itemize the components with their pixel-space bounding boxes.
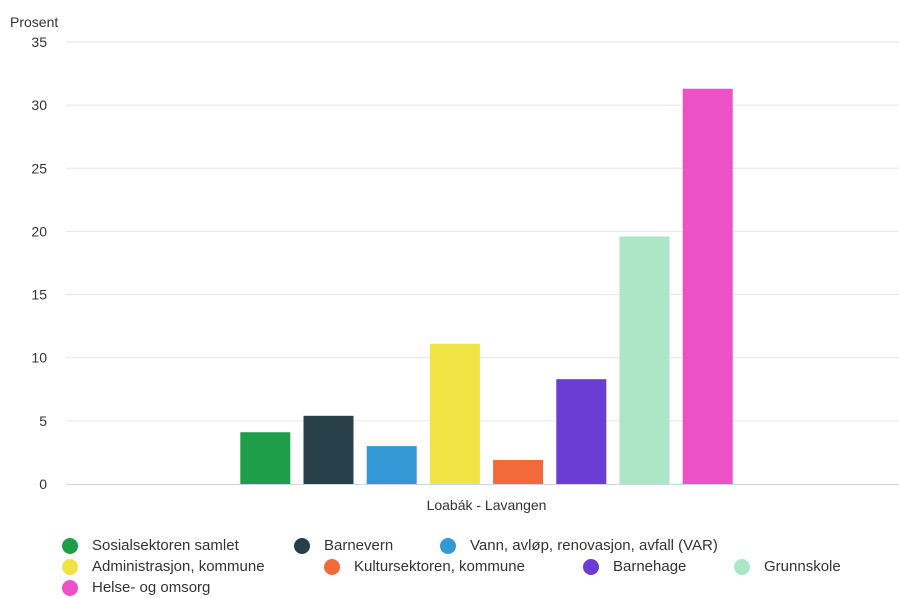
legend-dot-icon (324, 558, 340, 575)
legend-dot-icon (62, 558, 78, 575)
legend-item-barnevern[interactable]: Barnevern (294, 535, 393, 556)
bar-4[interactable] (429, 343, 480, 484)
bar-2[interactable] (303, 415, 354, 484)
bar-3[interactable] (366, 446, 417, 484)
y-tick-label: 15 (31, 287, 47, 303)
legend-dot-icon (440, 537, 456, 554)
y-tick-label: 5 (39, 413, 47, 429)
legend-label: Barnehage (613, 558, 687, 575)
legend-label: Sosialsektoren samlet (92, 537, 239, 554)
legend-dot-icon (62, 537, 78, 554)
legend-label: Helse- og omsorg (92, 579, 211, 596)
legend-dot-icon (583, 558, 599, 575)
legend-row: Administrasjon, kommune Kultursektoren, … (62, 556, 892, 577)
bar-5[interactable] (493, 460, 544, 484)
legend-item-var[interactable]: Vann, avløp, renovasjon, avfall (VAR) (440, 535, 718, 556)
legend-dot-icon (62, 579, 78, 596)
y-axis-ticks: 0 5 10 15 20 25 30 35 (31, 34, 47, 492)
legend-item-administrasjon[interactable]: Administrasjon, kommune (62, 556, 265, 577)
legend-label: Barnevern (324, 537, 394, 554)
bar-1[interactable] (240, 432, 291, 484)
legend-label: Administrasjon, kommune (92, 558, 265, 575)
legend-item-grunnskole[interactable]: Grunnskole (734, 556, 841, 577)
legend-item-helse-omsorg[interactable]: Helse- og omsorg (62, 577, 210, 598)
legend-label: Kultursektoren, kommune (354, 558, 525, 575)
y-tick-label: 35 (31, 34, 47, 50)
x-category-label: Loabák - Lavangen (427, 497, 547, 513)
y-tick-label: 30 (31, 97, 47, 113)
y-tick-label: 25 (31, 160, 47, 176)
legend-row: Sosialsektoren samlet Barnevern Vann, av… (62, 535, 892, 556)
y-tick-label: 10 (31, 350, 47, 366)
legend-dot-icon (294, 537, 310, 554)
y-axis-title: Prosent (10, 14, 58, 30)
bar-6[interactable] (556, 379, 607, 484)
bar-7[interactable] (619, 236, 670, 484)
bar-chart: Prosent 0 5 10 15 20 25 30 35 Loabák - Lavangen (10, 14, 899, 513)
bars (240, 88, 733, 485)
legend-item-kultursektoren[interactable]: Kultursektoren, kommune (324, 556, 525, 577)
legend-item-barnehage[interactable]: Barnehage (583, 556, 686, 577)
y-tick-label: 0 (39, 476, 47, 492)
gridlines (66, 41, 899, 422)
legend: Sosialsektoren samlet Barnevern Vann, av… (62, 535, 892, 598)
legend-dot-icon (734, 558, 750, 575)
legend-label: Grunnskole (764, 558, 841, 575)
bar-8[interactable] (682, 88, 733, 485)
y-tick-label: 20 (31, 223, 47, 239)
legend-label: Vann, avløp, renovasjon, avfall (VAR) (470, 537, 718, 554)
legend-row: Helse- og omsorg (62, 577, 892, 598)
legend-item-sosialsektoren[interactable]: Sosialsektoren samlet (62, 535, 239, 556)
